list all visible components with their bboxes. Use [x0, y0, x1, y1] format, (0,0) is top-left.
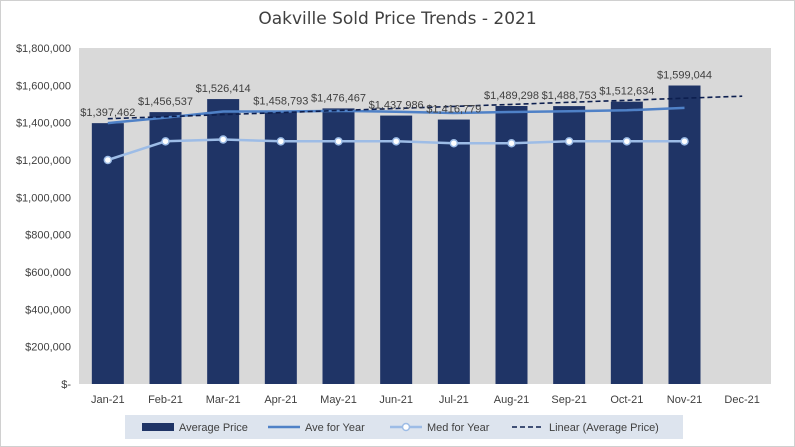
med-for-year-point	[218, 135, 228, 144]
bar-data-label: $1,456,537	[138, 96, 193, 108]
y-tick-label: $800,000	[25, 230, 71, 242]
y-tick-label: $1,000,000	[16, 192, 71, 204]
bar	[495, 105, 528, 384]
bar	[207, 99, 240, 384]
bar	[553, 106, 586, 385]
bar-data-label: $1,397,462	[80, 107, 135, 119]
med-for-year-point	[680, 137, 689, 146]
legend-label-linear: Linear (Average Price)	[549, 422, 659, 434]
med-for-year-point	[622, 137, 632, 146]
x-tick-label: Oct-21	[610, 394, 643, 406]
y-tick-label: $200,000	[25, 342, 71, 354]
y-tick-label: $-	[61, 379, 71, 391]
bar-data-label: $1,512,634	[599, 86, 654, 98]
y-tick-label: $1,600,000	[16, 80, 71, 92]
x-tick-label: Jun-21	[379, 394, 413, 406]
bar-data-label: $1,489,298	[484, 90, 539, 102]
ave-for-year-line	[107, 106, 685, 125]
chart-title: Oakville Sold Price Trends - 2021	[258, 9, 537, 29]
legend-label-ave-for-year: Ave for Year	[305, 422, 365, 434]
y-tick-label: $1,800,000	[16, 43, 71, 55]
bar-data-label: $1,458,793	[253, 96, 308, 108]
x-tick-label: Nov-21	[667, 394, 702, 406]
bar-data-label: $1,526,414	[196, 83, 251, 95]
med-for-year-point	[334, 137, 343, 146]
legend-label-average-price: Average Price	[179, 422, 248, 434]
bar-data-label: $1,437,986	[369, 100, 424, 112]
bar	[264, 111, 297, 385]
y-tick-label: $1,400,000	[16, 118, 71, 130]
bar-data-label: $1,416,779	[426, 104, 481, 116]
x-tick-label: Jul-21	[439, 394, 469, 406]
bar	[149, 112, 182, 384]
med-for-year-point	[564, 137, 574, 146]
legend-marker-med-for-year	[401, 422, 411, 432]
x-tick-label: Apr-21	[264, 394, 297, 406]
med-for-year-point	[449, 138, 459, 148]
legend-swatch-average-price	[142, 423, 174, 431]
bar	[437, 119, 470, 385]
bar	[668, 85, 701, 385]
med-for-year-point	[276, 137, 286, 146]
x-tick-label: May-21	[320, 394, 357, 406]
x-tick-label: Mar-21	[206, 394, 241, 406]
med-for-year-point	[103, 155, 113, 165]
x-tick-label: Jan-21	[91, 394, 125, 406]
x-tick-label: Dec-21	[724, 394, 759, 406]
bar-data-label: $1,476,467	[311, 92, 366, 104]
med-for-year-point	[161, 137, 170, 146]
linear-trendline	[107, 95, 743, 120]
x-tick-label: Sep-21	[551, 394, 586, 406]
y-tick-label: $1,200,000	[16, 155, 71, 167]
bar	[610, 101, 643, 384]
plot-area	[79, 48, 771, 384]
bar-data-label: $1,488,753	[542, 90, 597, 102]
y-tick-label: $600,000	[25, 267, 71, 279]
bar	[380, 115, 413, 385]
bar	[322, 108, 355, 385]
bar-data-label: $1,599,044	[657, 70, 712, 82]
med-for-year-point	[391, 137, 401, 146]
med-for-year-point	[507, 138, 516, 148]
x-tick-label: Aug-21	[494, 394, 529, 406]
legend-label-med-for-year: Med for Year	[427, 422, 490, 434]
x-tick-label: Feb-21	[148, 394, 183, 406]
y-tick-label: $400,000	[25, 304, 71, 316]
bar	[91, 123, 124, 384]
